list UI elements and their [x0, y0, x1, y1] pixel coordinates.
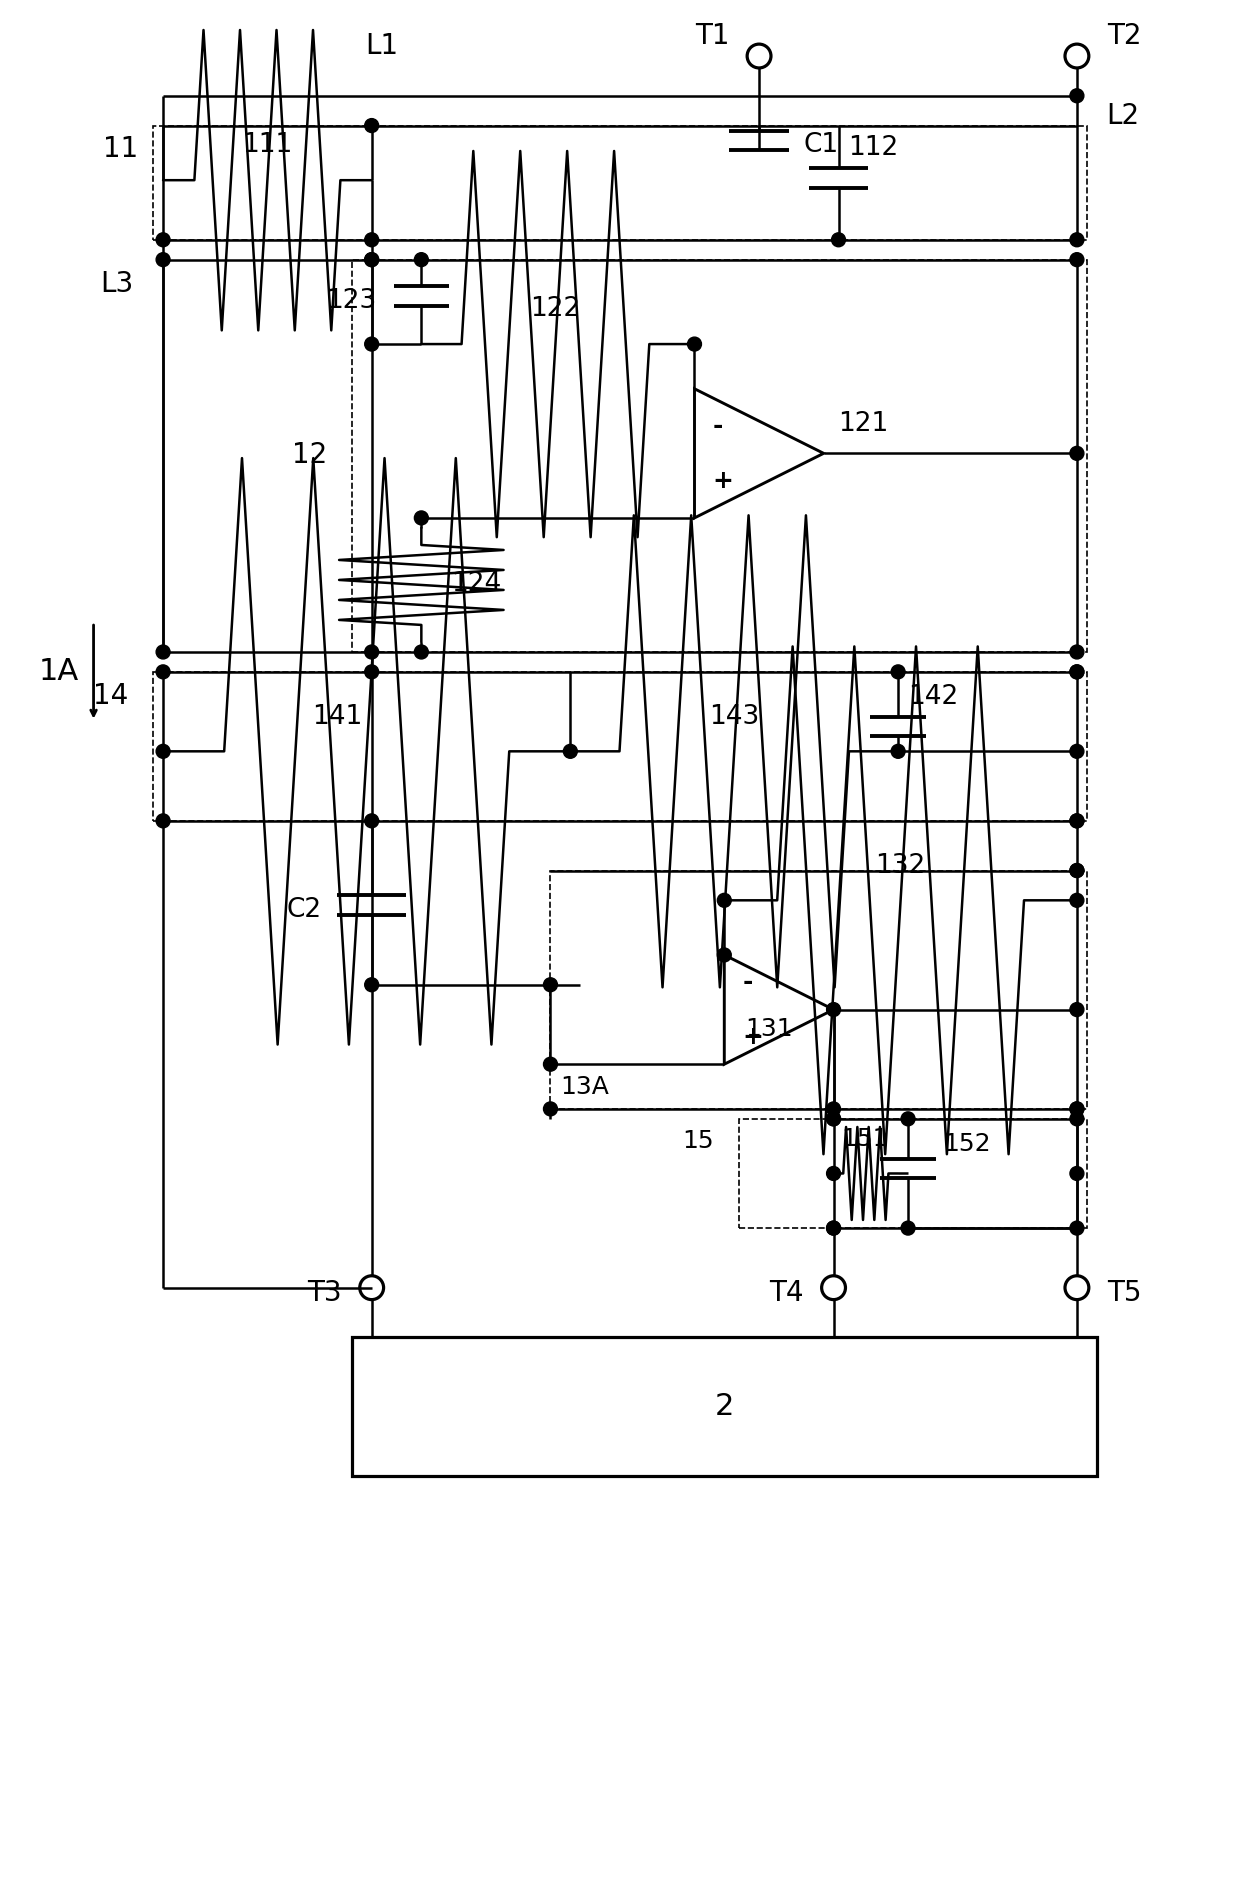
- Text: 121: 121: [838, 411, 889, 436]
- Circle shape: [1070, 814, 1084, 828]
- Text: 111: 111: [242, 133, 293, 159]
- Circle shape: [1070, 814, 1084, 828]
- Text: 122: 122: [531, 295, 580, 322]
- Circle shape: [365, 252, 378, 267]
- Text: L2: L2: [1107, 102, 1140, 129]
- Circle shape: [1070, 1112, 1084, 1125]
- Text: T2: T2: [1107, 23, 1141, 49]
- Text: T4: T4: [769, 1278, 804, 1307]
- Circle shape: [827, 1222, 841, 1235]
- Text: 112: 112: [848, 134, 899, 161]
- Circle shape: [1070, 744, 1084, 758]
- Circle shape: [1070, 1167, 1084, 1180]
- Text: 12: 12: [291, 441, 327, 470]
- Circle shape: [901, 1222, 915, 1235]
- Text: T5: T5: [1107, 1278, 1141, 1307]
- Circle shape: [156, 233, 170, 246]
- Text: T1: T1: [694, 23, 729, 49]
- Text: L1: L1: [365, 32, 398, 61]
- Bar: [154, 125, 1086, 241]
- Text: 11: 11: [103, 136, 138, 163]
- Text: 131: 131: [745, 1017, 792, 1042]
- Circle shape: [365, 814, 378, 828]
- Circle shape: [1070, 252, 1084, 267]
- Circle shape: [365, 646, 378, 659]
- Bar: [352, 259, 1086, 652]
- Circle shape: [156, 646, 170, 659]
- Circle shape: [1070, 665, 1084, 678]
- Circle shape: [365, 252, 378, 267]
- Circle shape: [718, 949, 732, 962]
- Circle shape: [1070, 89, 1084, 102]
- Text: 151: 151: [842, 1127, 889, 1152]
- Circle shape: [827, 1167, 841, 1180]
- Circle shape: [892, 744, 905, 758]
- Text: 123: 123: [326, 288, 377, 314]
- Circle shape: [156, 665, 170, 678]
- Text: C1: C1: [804, 133, 839, 159]
- Circle shape: [1070, 1222, 1084, 1235]
- Text: -: -: [743, 970, 753, 994]
- Text: 132: 132: [875, 852, 925, 879]
- Circle shape: [1070, 1002, 1084, 1017]
- Circle shape: [827, 1112, 841, 1125]
- Circle shape: [1070, 864, 1084, 877]
- Circle shape: [543, 1057, 558, 1072]
- Circle shape: [365, 233, 378, 246]
- Circle shape: [414, 646, 428, 659]
- Circle shape: [414, 511, 428, 525]
- Bar: [352, 1337, 1096, 1477]
- Bar: [154, 672, 1086, 820]
- Circle shape: [365, 977, 378, 992]
- Circle shape: [543, 1102, 558, 1116]
- Circle shape: [892, 665, 905, 678]
- Circle shape: [156, 252, 170, 267]
- Circle shape: [365, 337, 378, 350]
- Circle shape: [1070, 894, 1084, 907]
- Text: L3: L3: [100, 269, 133, 297]
- Text: 142: 142: [908, 684, 959, 710]
- Circle shape: [414, 252, 428, 267]
- Circle shape: [901, 1112, 915, 1125]
- Circle shape: [827, 1102, 841, 1116]
- Circle shape: [156, 814, 170, 828]
- Circle shape: [1070, 1102, 1084, 1116]
- Circle shape: [1070, 447, 1084, 460]
- Text: T3: T3: [308, 1278, 342, 1307]
- Text: +: +: [743, 1025, 763, 1049]
- Bar: [551, 871, 1086, 1108]
- Text: 124: 124: [451, 572, 501, 597]
- Bar: [739, 1119, 1086, 1227]
- Circle shape: [156, 744, 170, 758]
- Circle shape: [1070, 665, 1084, 678]
- Text: -: -: [712, 413, 723, 438]
- Text: 14: 14: [93, 682, 128, 710]
- Circle shape: [687, 337, 702, 350]
- Text: 2: 2: [714, 1392, 734, 1420]
- Text: 13A: 13A: [560, 1076, 609, 1099]
- Text: 152: 152: [942, 1133, 991, 1155]
- Text: 141: 141: [311, 703, 362, 729]
- Circle shape: [365, 665, 378, 678]
- Circle shape: [563, 744, 578, 758]
- Text: 1A: 1A: [38, 657, 79, 686]
- Circle shape: [1070, 233, 1084, 246]
- Circle shape: [543, 977, 558, 992]
- Text: 143: 143: [709, 703, 759, 729]
- Circle shape: [832, 233, 846, 246]
- Text: +: +: [712, 470, 733, 492]
- Circle shape: [1070, 1102, 1084, 1116]
- Circle shape: [827, 1002, 841, 1017]
- Circle shape: [1070, 864, 1084, 877]
- Text: C2: C2: [286, 898, 322, 922]
- Text: 15: 15: [683, 1129, 714, 1153]
- Circle shape: [827, 1112, 841, 1125]
- Circle shape: [1070, 646, 1084, 659]
- Circle shape: [365, 119, 378, 133]
- Circle shape: [718, 894, 732, 907]
- Circle shape: [827, 1222, 841, 1235]
